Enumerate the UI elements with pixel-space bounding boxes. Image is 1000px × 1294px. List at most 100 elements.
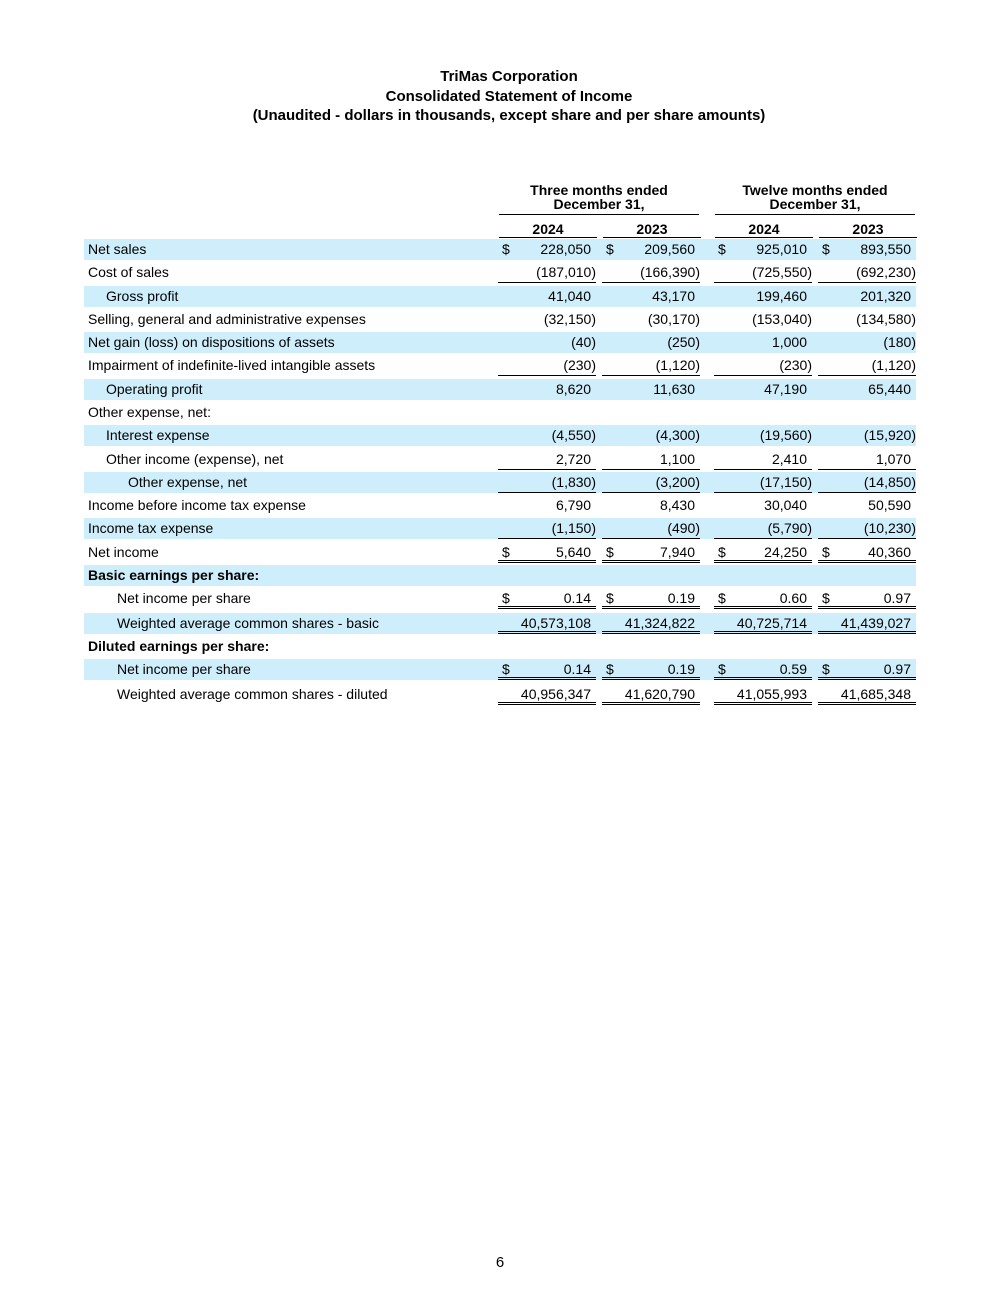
cell-fy-2024: (230) <box>714 355 812 376</box>
row-label: Net income <box>88 544 159 560</box>
cell-fy-2023: (14,850) <box>818 472 916 493</box>
cell-fy-2023: 1,070 <box>818 449 916 470</box>
value: (14,850) <box>863 474 916 490</box>
row-income-tax-expense: Income tax expense (1,150) (490) (5,790)… <box>84 518 916 539</box>
value: 201,320 <box>860 288 911 304</box>
cell-fy-2024: 199,460 <box>714 286 812 307</box>
cell-q4-2024: (4,550) <box>498 425 596 446</box>
three-months-divider <box>499 214 699 215</box>
cell-fy-2023: (180) <box>818 332 916 353</box>
cell-fy-2024: 40,725,714 <box>714 613 812 634</box>
value: 50,590 <box>868 497 911 513</box>
cell-fy-2024: 47,190 <box>714 379 812 400</box>
cell-q4-2023: (490) <box>602 518 700 539</box>
value: (40) <box>571 334 596 350</box>
value: (17,150) <box>759 474 812 490</box>
value: 2,720 <box>555 451 591 467</box>
cell-fy-2024: (17,150) <box>714 472 812 493</box>
cell-q4-2024: 41,040 <box>498 286 596 307</box>
cell-q4-2024: $5,640 <box>498 542 596 563</box>
value: 8,620 <box>555 381 591 397</box>
year-underline-3 <box>819 237 917 238</box>
value: (166,390) <box>640 264 700 280</box>
value: 0.14 <box>563 590 591 606</box>
value: 228,050 <box>540 241 591 257</box>
value: (490) <box>667 520 700 536</box>
cell-q4-2024: 8,620 <box>498 379 596 400</box>
row-label: Income tax expense <box>88 520 214 536</box>
row-basic-net-income-per-share: Net income per share $0.14 $0.19 $0.60 $… <box>84 588 916 609</box>
value: 199,460 <box>756 288 807 304</box>
row-label: Gross profit <box>106 288 179 304</box>
row-net-sales: Net sales $228,050 $209,560 $925,010 $89… <box>84 239 916 260</box>
dollar-sign: $ <box>606 544 614 560</box>
dollar-sign: $ <box>718 661 726 677</box>
value: (153,040) <box>752 311 812 327</box>
twelve-months-header: Twelve months ended December 31, <box>715 183 915 211</box>
row-sga-expenses: Selling, general and administrative expe… <box>84 309 916 330</box>
dollar-sign: $ <box>822 590 830 606</box>
year-underline-2 <box>715 237 813 238</box>
row-cost-of-sales: Cost of sales (187,010) (166,390) (725,5… <box>84 262 916 283</box>
row-operating-profit: Operating profit 8,620 11,630 47,190 65,… <box>84 379 916 400</box>
three-months-header-line1: Three months ended <box>530 182 668 198</box>
value: 0.97 <box>883 590 911 606</box>
row-diluted-net-income-per-share: Net income per share $0.14 $0.19 $0.59 $… <box>84 659 916 680</box>
cell-fy-2023: $0.97 <box>818 659 916 680</box>
value: 8,430 <box>659 497 695 513</box>
cell-q4-2024: (230) <box>498 355 596 376</box>
company-name: TriMas Corporation <box>440 68 578 85</box>
dollar-sign: $ <box>718 241 726 257</box>
cell-q4-2023: (3,200) <box>602 472 700 493</box>
value: (10,230) <box>863 520 916 536</box>
row-label: Operating profit <box>106 381 203 397</box>
row-weighted-shares-basic: Weighted average common shares - basic 4… <box>84 613 916 634</box>
cell-q4-2023: 1,100 <box>602 449 700 470</box>
row-label: Net income per share <box>117 661 251 677</box>
row-label: Diluted earnings per share: <box>88 638 270 654</box>
value: 209,560 <box>644 241 695 257</box>
value: 40,956,347 <box>520 686 591 702</box>
value: 5,640 <box>555 544 591 560</box>
cell-q4-2023: 11,630 <box>602 379 700 400</box>
value: (1,150) <box>551 520 596 536</box>
cell-fy-2023: 50,590 <box>818 495 916 516</box>
dollar-sign: $ <box>822 241 830 257</box>
row-label: Weighted average common shares - basic <box>117 615 379 631</box>
year-header-1: 2023 <box>636 221 668 237</box>
row-other-income-expense: Other income (expense), net 2,720 1,100 … <box>84 449 916 470</box>
cell-q4-2024: (1,150) <box>498 518 596 539</box>
cell-fy-2024: (725,550) <box>714 262 812 283</box>
three-months-header: Three months ended December 31, <box>499 183 699 211</box>
value: 40,725,714 <box>736 615 807 631</box>
cell-q4-2023: $0.19 <box>602 588 700 609</box>
value: (30,170) <box>647 311 700 327</box>
value: 11,630 <box>653 381 695 397</box>
row-label: Basic earnings per share: <box>88 567 260 583</box>
value: 0.59 <box>779 661 807 677</box>
cell-q4-2023: (1,120) <box>602 355 700 376</box>
cell-fy-2023: (692,230) <box>818 262 916 283</box>
cell-q4-2023: 43,170 <box>602 286 700 307</box>
row-label: Other expense, net <box>128 474 248 490</box>
value: (250) <box>667 334 700 350</box>
cell-fy-2024: 2,410 <box>714 449 812 470</box>
value: (180) <box>883 334 916 350</box>
cell-q4-2024: (1,830) <box>498 472 596 493</box>
cell-fy-2024: $0.59 <box>714 659 812 680</box>
cell-fy-2023: $0.97 <box>818 588 916 609</box>
value: (230) <box>563 357 596 373</box>
value: 40,573,108 <box>520 615 591 631</box>
value: (4,550) <box>551 427 596 443</box>
value: 47,190 <box>764 381 807 397</box>
cell-q4-2024: (32,150) <box>498 309 596 330</box>
row-label: Interest expense <box>106 427 210 443</box>
cell-fy-2024: $925,010 <box>714 239 812 260</box>
value: 41,055,993 <box>736 686 807 702</box>
value: (3,200) <box>655 474 700 490</box>
cell-fy-2023: 41,685,348 <box>818 684 916 705</box>
cell-q4-2024: 6,790 <box>498 495 596 516</box>
cell-fy-2024: 1,000 <box>714 332 812 353</box>
value: 40,360 <box>868 544 911 560</box>
row-diluted-eps-header: Diluted earnings per share: <box>84 636 916 657</box>
